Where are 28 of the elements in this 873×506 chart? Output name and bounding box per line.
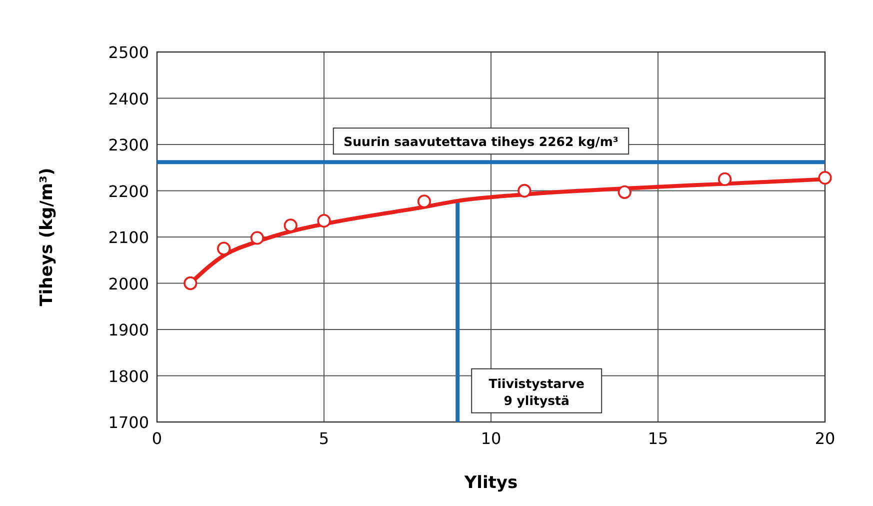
- y-tick-label: 2300: [108, 136, 149, 154]
- y-tick-label: 2400: [108, 89, 149, 108]
- x-axis-title: Ylitys: [463, 473, 518, 493]
- x-tick-label: 10: [480, 429, 502, 448]
- y-tick-label: 2000: [108, 274, 149, 294]
- point: [284, 218, 298, 232]
- y-axis-title: Tiheys (kg/m³): [37, 168, 57, 306]
- point: [250, 231, 264, 245]
- y-tick-label: 2200: [108, 182, 149, 201]
- y-tick-label: 1900: [108, 320, 149, 340]
- x-tick-label: 0: [152, 429, 162, 448]
- ref-line-label: Tiivistystarve 9 ylitystä: [488, 376, 584, 408]
- y-tick-label: 2500: [108, 43, 149, 62]
- point: [718, 172, 732, 186]
- x-tick-label: 5: [318, 429, 330, 448]
- point: [518, 184, 532, 198]
- point: [618, 185, 632, 199]
- y-tick-label: 1800: [108, 366, 149, 386]
- point: [417, 194, 432, 208]
- point: [184, 276, 198, 290]
- y-tick-label: 2100: [108, 228, 149, 247]
- point: [317, 214, 331, 228]
- x-tick-label: 15: [648, 429, 668, 448]
- ref-line-label: Suurin saavutettava tiheys 2262 kg/m³: [344, 134, 618, 150]
- x-tick-label: 20: [814, 429, 836, 448]
- point: [216, 242, 231, 256]
- y-tick-label: 1700: [108, 413, 149, 432]
- point: [818, 170, 832, 185]
